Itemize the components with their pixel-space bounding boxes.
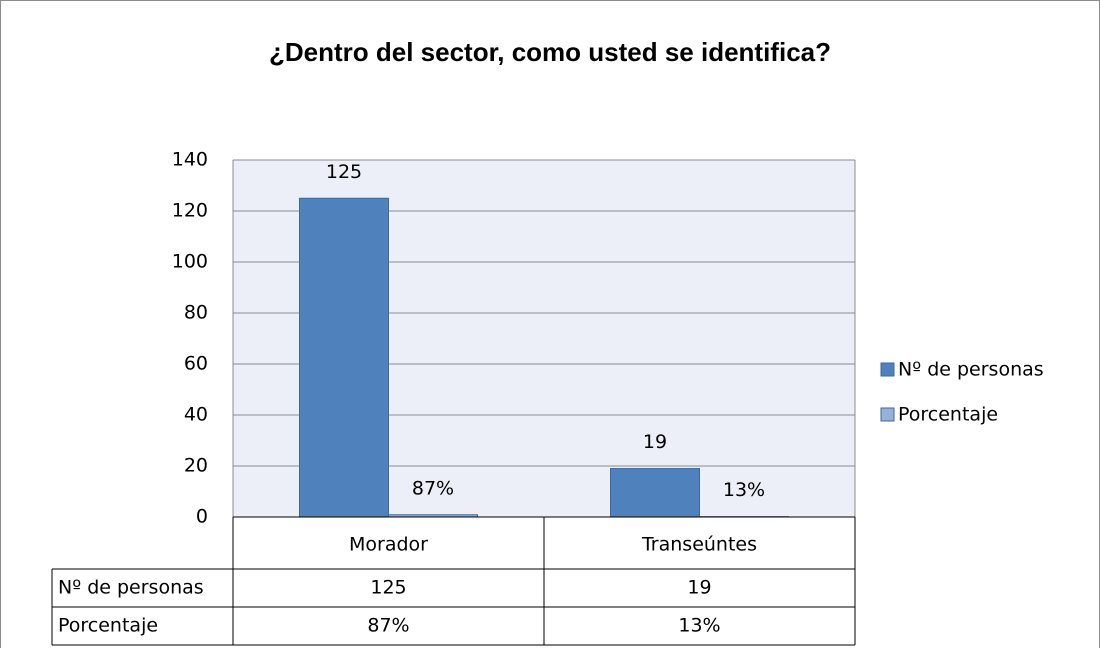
data-label: 19 bbox=[643, 431, 667, 453]
data-label: 13% bbox=[723, 479, 765, 501]
y-tick-label: 20 bbox=[184, 455, 208, 477]
legend-label: Porcentaje bbox=[898, 404, 998, 426]
legend-label: Nº de personas bbox=[898, 359, 1044, 381]
chart-title: ¿Dentro del sector, como usted se identi… bbox=[269, 37, 831, 67]
data-label: 87% bbox=[412, 477, 454, 499]
y-tick-label: 100 bbox=[172, 251, 208, 273]
table-cell: 125 bbox=[370, 577, 406, 599]
table-row-header: Nº de personas bbox=[58, 577, 204, 599]
x-tick-label: Morador bbox=[349, 534, 428, 556]
bar bbox=[299, 197, 389, 518]
y-tick-label: 0 bbox=[196, 506, 208, 528]
y-tick-label: 140 bbox=[172, 149, 208, 171]
y-tick-label: 120 bbox=[172, 200, 208, 222]
y-tick-label: 40 bbox=[184, 404, 208, 426]
data-label: 125 bbox=[326, 161, 362, 183]
table-row-header: Porcentaje bbox=[58, 615, 158, 637]
legend-swatch bbox=[880, 362, 895, 377]
x-tick-label: Transeúntes bbox=[641, 534, 757, 556]
bar bbox=[610, 468, 700, 518]
table-cell: 87% bbox=[367, 615, 409, 637]
legend-swatch bbox=[880, 407, 895, 422]
table-cell: 13% bbox=[678, 615, 720, 637]
table-cell: 19 bbox=[687, 577, 711, 599]
y-tick-label: 60 bbox=[184, 353, 208, 375]
y-tick-label: 80 bbox=[184, 302, 208, 324]
